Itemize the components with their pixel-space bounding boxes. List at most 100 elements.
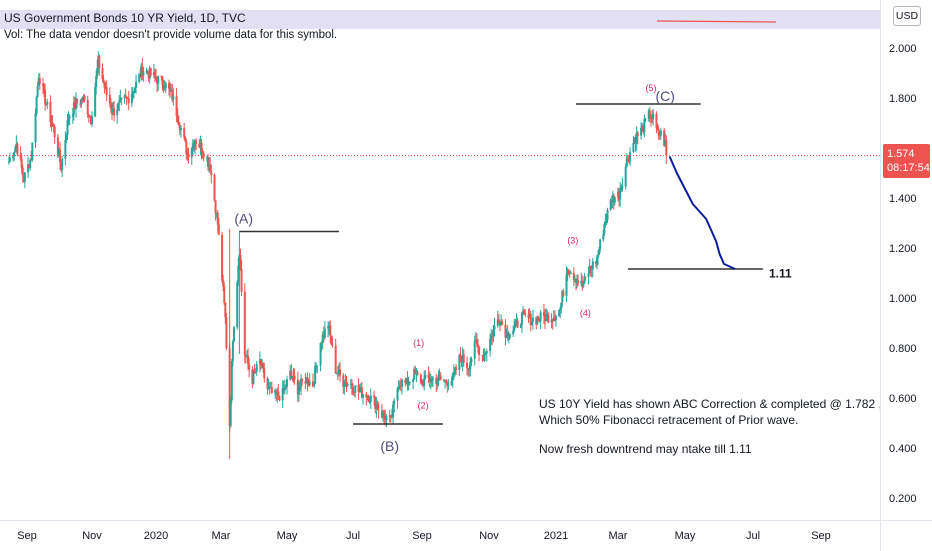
candle-body bbox=[253, 371, 256, 373]
candle-body bbox=[582, 283, 585, 287]
candle-body bbox=[437, 375, 440, 381]
candle-body bbox=[125, 97, 128, 99]
candle-body bbox=[172, 96, 175, 100]
candle-body bbox=[609, 200, 612, 210]
candle-body bbox=[31, 142, 34, 160]
candle-body bbox=[36, 85, 39, 97]
candle-body bbox=[524, 312, 527, 315]
time-tick-label: 2021 bbox=[543, 530, 569, 542]
candle-body bbox=[278, 396, 281, 401]
candle-body bbox=[323, 328, 326, 338]
candle-body bbox=[163, 88, 166, 90]
chart-area[interactable]: (A) (B) (C) (1) (2) (3) (4) (5) 1.11 US Governme… bbox=[0, 0, 880, 520]
candle-body bbox=[275, 390, 278, 395]
candle-body bbox=[65, 135, 68, 141]
candle-body bbox=[134, 87, 137, 92]
candle-body bbox=[438, 375, 441, 377]
candle-body bbox=[95, 75, 98, 88]
price-chart[interactable]: (A) (B) (C) (1) (2) (3) (4) (5) 1.11 bbox=[0, 0, 880, 520]
candle-body bbox=[76, 99, 79, 104]
candle-body bbox=[27, 164, 30, 173]
candle-body bbox=[139, 73, 142, 77]
candle-body bbox=[214, 200, 217, 214]
candle-body bbox=[652, 113, 655, 119]
candle-body bbox=[81, 99, 84, 101]
candle-body bbox=[529, 313, 532, 326]
candle-body bbox=[191, 143, 194, 149]
candle-body bbox=[185, 141, 188, 155]
candle-body bbox=[507, 337, 510, 339]
candle-body bbox=[304, 381, 307, 384]
candle-body bbox=[61, 158, 64, 170]
candle-body bbox=[516, 320, 519, 328]
candle-body bbox=[119, 98, 122, 101]
candle-body bbox=[64, 140, 67, 159]
currency-badge[interactable]: USD bbox=[893, 6, 921, 26]
candle-body bbox=[491, 335, 494, 338]
candle-body bbox=[396, 388, 399, 401]
time-tick-label: Sep bbox=[811, 530, 831, 542]
candle-body bbox=[305, 377, 308, 384]
candle-body bbox=[113, 108, 116, 116]
price-tick-label: 1.400 bbox=[889, 193, 917, 205]
candle-body bbox=[475, 340, 478, 345]
candle-body bbox=[552, 317, 555, 322]
candle-body bbox=[94, 87, 97, 117]
candle-body bbox=[655, 113, 658, 128]
candle-body bbox=[79, 103, 82, 105]
time-axis[interactable]: Sep Nov 2020 Mar May Jul Sep Nov 2021 Mar May Jul Se… bbox=[0, 520, 880, 551]
candle-body bbox=[482, 355, 485, 361]
candle-body bbox=[496, 319, 499, 326]
candle-body bbox=[643, 118, 646, 133]
price-axis[interactable]: 2.0001.8001.6001.4001.2001.0000.8000.600… bbox=[880, 0, 932, 520]
candle-body bbox=[168, 83, 170, 89]
candle-body bbox=[53, 126, 56, 138]
candle-body bbox=[633, 138, 636, 143]
projected-path bbox=[668, 156, 736, 270]
candle-body bbox=[400, 379, 403, 387]
candle-body bbox=[627, 160, 630, 162]
candle-body bbox=[276, 391, 279, 395]
candle-body bbox=[337, 369, 340, 374]
candle-body bbox=[617, 191, 619, 198]
candle-body bbox=[429, 381, 432, 383]
candle-body bbox=[504, 324, 507, 338]
candle-body bbox=[101, 67, 104, 80]
time-tick-label: Jul bbox=[345, 530, 361, 542]
candle-body bbox=[43, 85, 46, 90]
candle-body bbox=[103, 82, 106, 88]
candle-body bbox=[377, 409, 380, 411]
target-label: 1.11 bbox=[769, 267, 792, 281]
candle-body bbox=[536, 317, 539, 325]
candle-body bbox=[51, 122, 54, 125]
candle-body bbox=[573, 278, 576, 280]
time-tick-label: Mar bbox=[211, 530, 231, 542]
candle-body bbox=[157, 76, 160, 84]
candle-body bbox=[329, 325, 332, 336]
candle-body bbox=[569, 272, 572, 274]
candle-body bbox=[44, 89, 47, 105]
candle-body bbox=[368, 401, 371, 403]
subwave-label: (4) bbox=[580, 308, 591, 318]
candle-body bbox=[423, 378, 426, 386]
candle-body bbox=[445, 380, 448, 383]
candle-body bbox=[342, 375, 345, 387]
candle-body bbox=[117, 102, 120, 111]
candle-body bbox=[145, 70, 148, 72]
candle-body bbox=[589, 266, 592, 269]
header-band bbox=[0, 10, 880, 29]
candle-body bbox=[261, 363, 264, 366]
candle-body bbox=[446, 382, 449, 386]
candle-body bbox=[183, 127, 186, 138]
candle-body bbox=[419, 374, 422, 384]
candle-body bbox=[274, 390, 277, 393]
candle-body bbox=[290, 370, 293, 377]
candle-body bbox=[398, 385, 401, 387]
candle-body bbox=[515, 320, 518, 322]
candle-body bbox=[132, 91, 135, 93]
candle-body bbox=[595, 257, 598, 264]
candle-body bbox=[296, 379, 299, 395]
candle-body bbox=[194, 140, 196, 147]
candle-body bbox=[248, 364, 251, 370]
candle-body bbox=[350, 383, 353, 388]
